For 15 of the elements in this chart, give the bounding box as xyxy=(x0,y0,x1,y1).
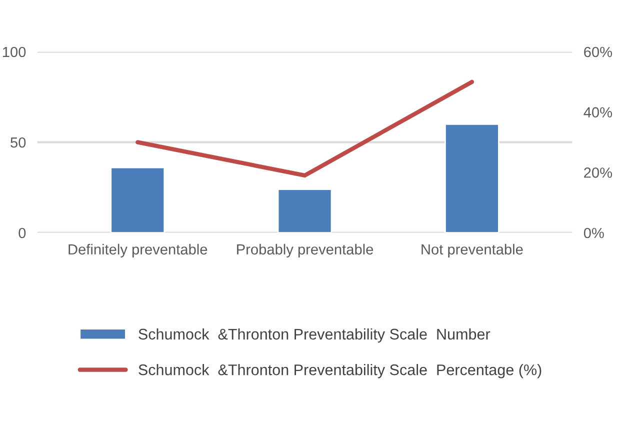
y-tick-label: 100 xyxy=(2,46,26,58)
legend-label: Schumock &Thronton Preventability Scale Percentage (%) xyxy=(138,364,542,378)
bar xyxy=(444,123,500,233)
bar xyxy=(110,166,166,233)
bar xyxy=(277,188,332,233)
y-tick-label: 50 xyxy=(10,137,26,148)
legend-label: Schumock &Thronton Preventability Scale Number xyxy=(138,328,490,343)
x-tick-label: Not preventable xyxy=(422,244,523,258)
y2-tick-label: 0% xyxy=(584,228,604,238)
x-tick-label: Definitely preventable xyxy=(68,244,208,258)
x-tick-label: Probably preventable xyxy=(237,244,374,258)
y2-tick-label: 60% xyxy=(584,46,612,58)
y-tick-label: 0 xyxy=(18,228,26,238)
y2-tick-label: 40% xyxy=(584,107,612,118)
y2-tick-label: 20% xyxy=(584,168,612,178)
